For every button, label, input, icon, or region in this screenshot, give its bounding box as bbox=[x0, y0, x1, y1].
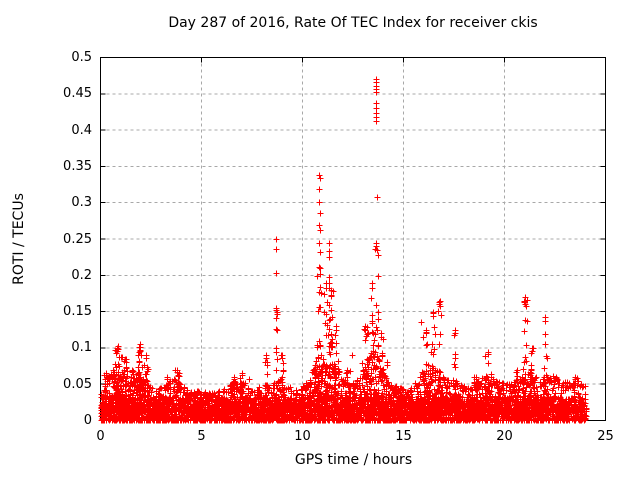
x-tick-label-0: 0 bbox=[96, 429, 105, 444]
y-tick-label-0.05: 0.05 bbox=[63, 376, 92, 392]
y-tick-label-0.2: 0.2 bbox=[71, 267, 92, 283]
x-tick-label-10: 10 bbox=[294, 429, 311, 444]
chart-title: Day 287 of 2016, Rate Of TEC Index for r… bbox=[168, 15, 538, 31]
scatter-points bbox=[98, 76, 590, 424]
y-tick-label-0.35: 0.35 bbox=[63, 158, 92, 174]
x-tick-label-25: 25 bbox=[597, 429, 614, 444]
y-tick-label-0.25: 0.25 bbox=[63, 231, 92, 247]
x-tick-label-5: 5 bbox=[197, 429, 206, 444]
y-tick-label-0.5: 0.5 bbox=[71, 50, 92, 65]
y-tick-label-0.15: 0.15 bbox=[63, 304, 92, 320]
x-tick-label-20: 20 bbox=[496, 429, 513, 444]
y-tick-label-0.1: 0.1 bbox=[71, 340, 92, 356]
y-tick-label-0: 0 bbox=[83, 413, 92, 428]
x-axis-label: GPS time / hours bbox=[294, 452, 413, 468]
x-tick-label-15: 15 bbox=[395, 429, 412, 444]
y-tick-label-0.45: 0.45 bbox=[63, 86, 92, 102]
y-tick-label-0.3: 0.3 bbox=[71, 195, 92, 211]
y-tick-label-0.4: 0.4 bbox=[71, 122, 92, 138]
